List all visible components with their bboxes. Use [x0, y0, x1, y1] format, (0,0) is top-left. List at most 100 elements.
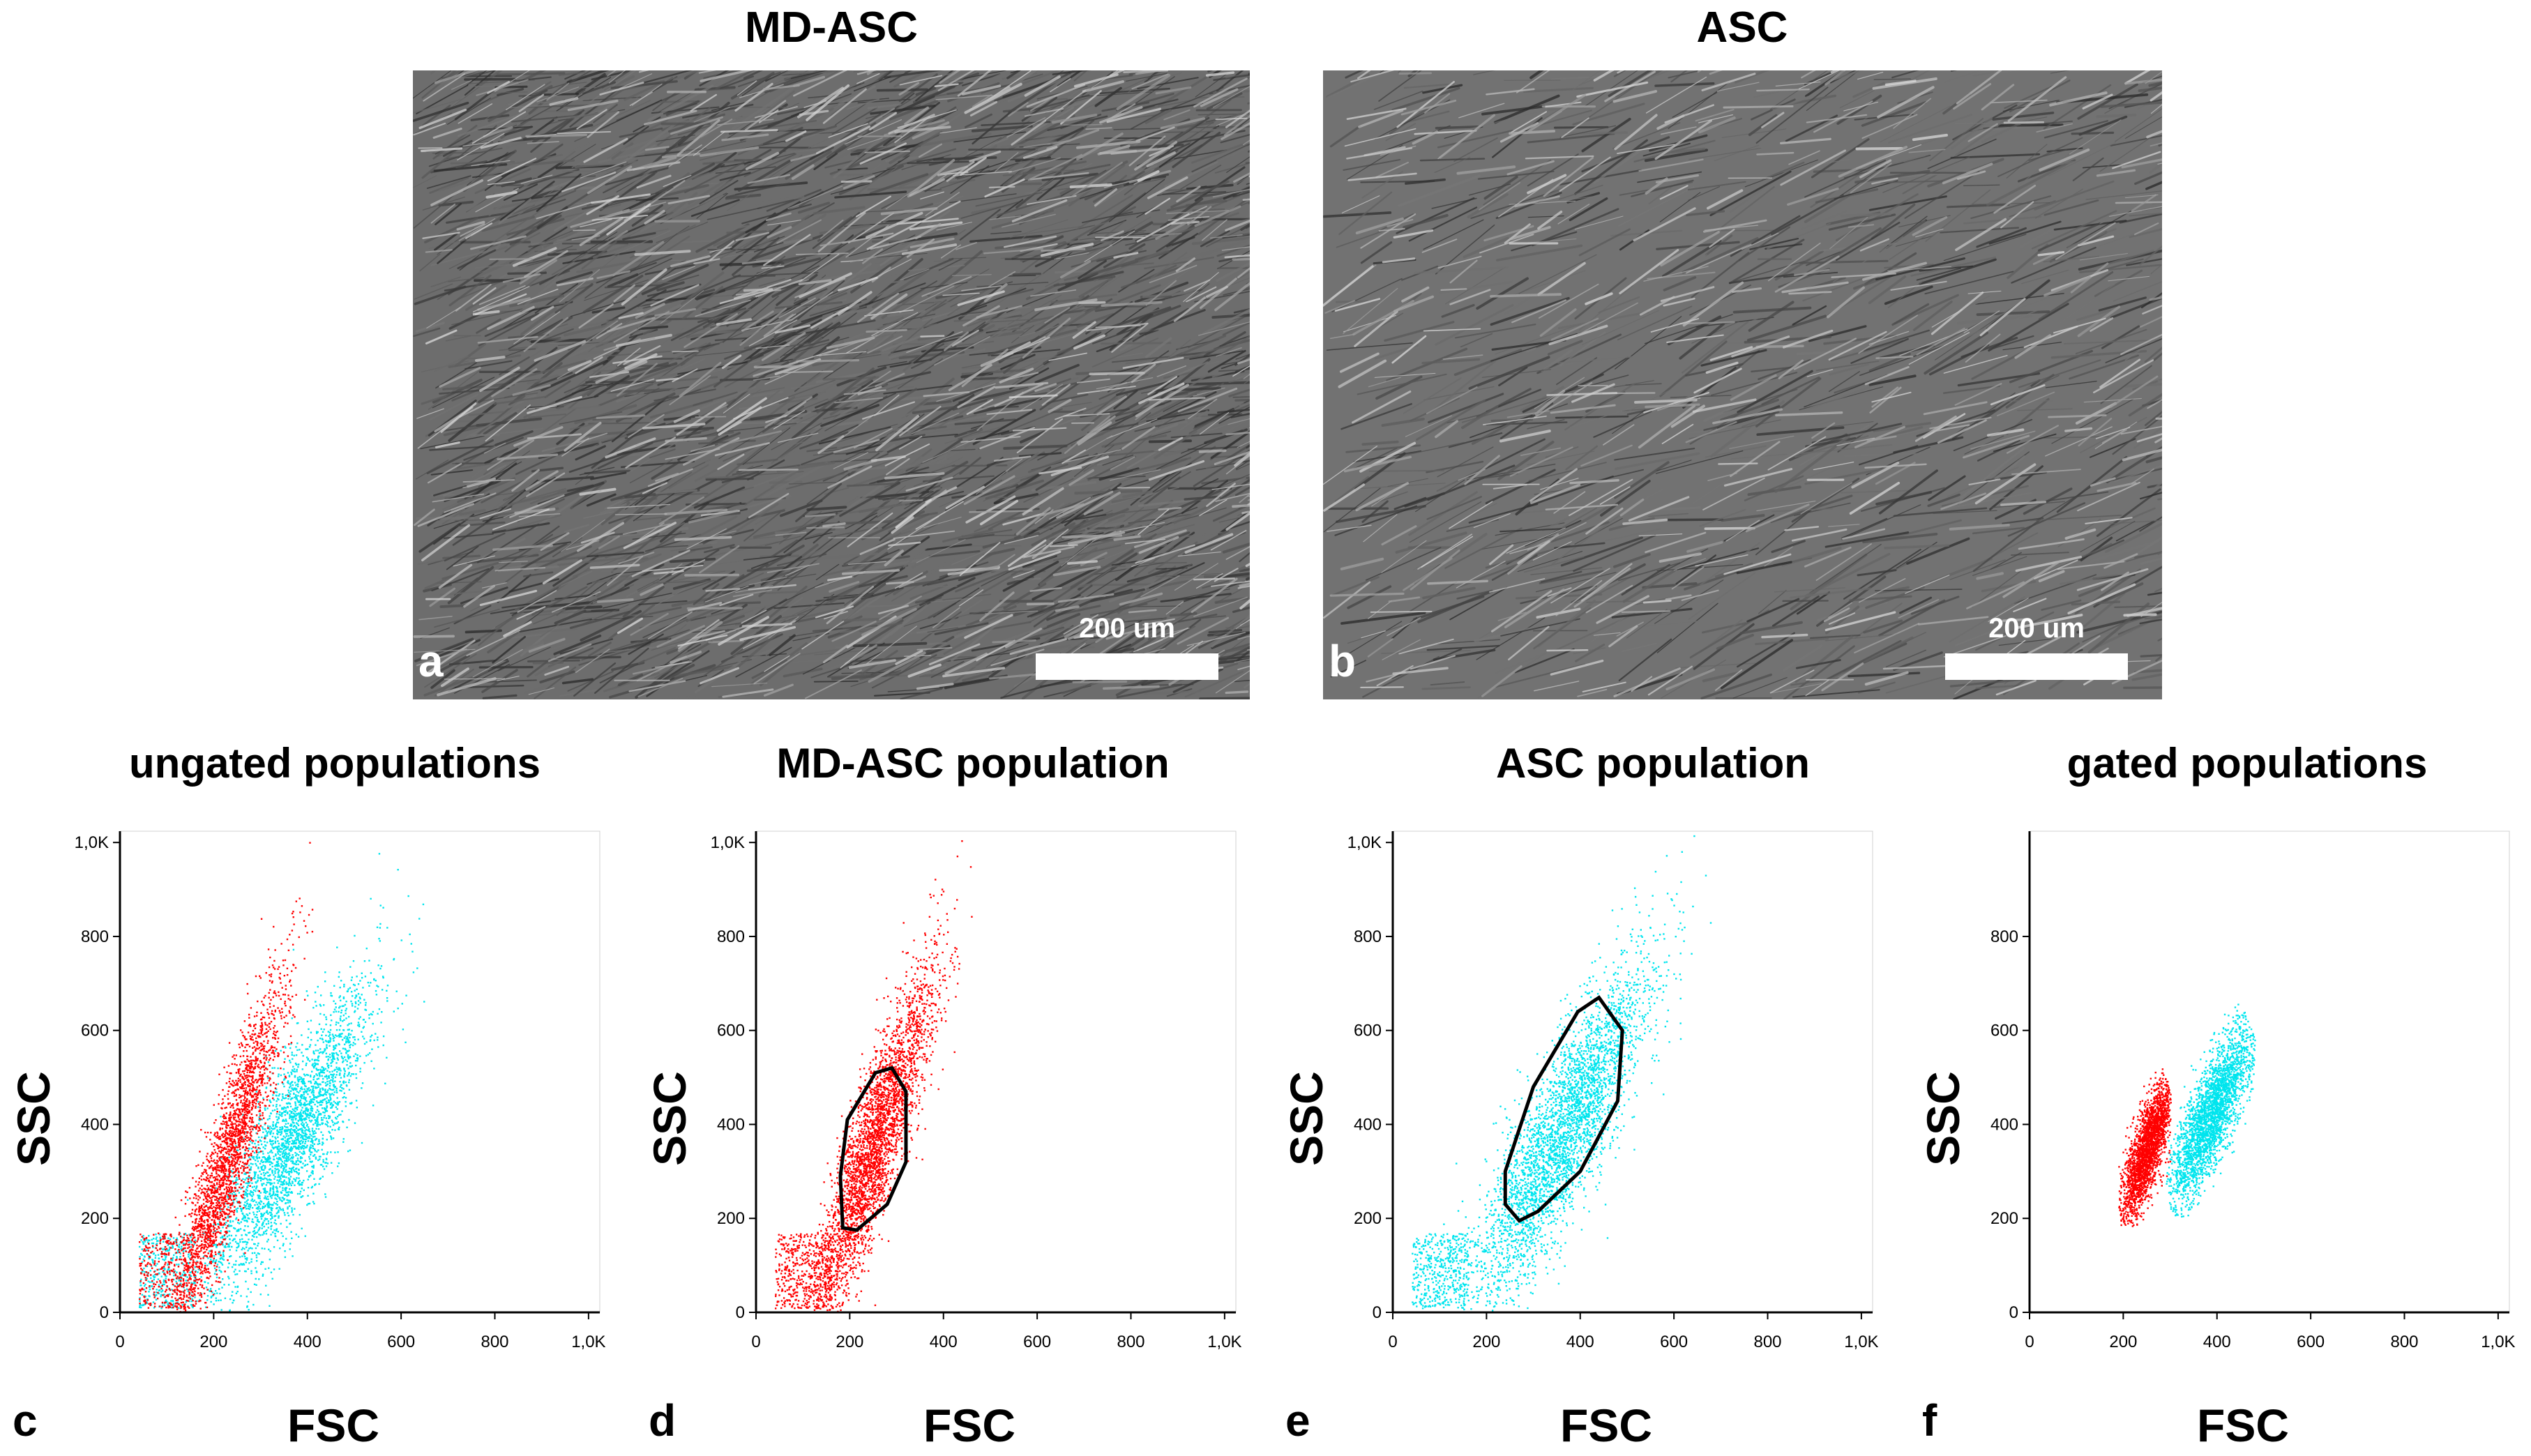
cell-texture: [1400, 99, 1457, 116]
cell-texture: [1421, 358, 1481, 365]
cell-texture: [1029, 225, 1096, 241]
cell-texture: [1804, 194, 1850, 224]
cell-texture: [1744, 159, 1818, 188]
cell-texture: [2043, 436, 2110, 439]
cell-texture: [2017, 408, 2073, 411]
cell-texture: [839, 482, 900, 517]
cell-texture: [741, 257, 806, 285]
cell-texture: [2063, 339, 2159, 344]
cell-texture: [965, 324, 995, 341]
cell-texture: [1557, 356, 1633, 364]
cell-texture: [435, 669, 474, 697]
cell-texture: [1691, 321, 1740, 344]
cell-texture: [731, 432, 779, 464]
cell-texture: [509, 494, 565, 518]
cell-texture: [840, 180, 872, 183]
cell-texture: [1841, 504, 1921, 540]
cell-texture: [898, 435, 923, 450]
cell-texture: [1346, 107, 1407, 121]
cell-texture: [1008, 550, 1061, 571]
cell-texture: [793, 70, 848, 97]
cell-texture: [1211, 614, 1250, 648]
cell-texture: [1556, 357, 1598, 386]
cell-texture: [1670, 404, 1705, 428]
cell-texture: [528, 413, 566, 418]
cell-texture: [1144, 109, 1172, 124]
cell-texture: [940, 244, 962, 259]
cell-texture: [1576, 81, 1649, 98]
cell-texture: [1859, 238, 1890, 252]
cell-texture: [1638, 158, 1704, 172]
cell-texture: [476, 79, 529, 96]
cell-texture: [770, 539, 799, 559]
cell-texture: [946, 160, 975, 182]
cell-texture: [1504, 589, 1565, 629]
cell-texture: [519, 259, 558, 285]
cell-texture: [1020, 384, 1064, 411]
cell-texture: [1555, 415, 1629, 419]
cell-texture: [928, 153, 984, 166]
cell-texture: [1232, 503, 1250, 508]
cell-texture: [506, 218, 565, 236]
cell-texture: [1131, 73, 1169, 90]
cell-texture: [1146, 151, 1177, 167]
cell-texture: [856, 70, 877, 75]
cell-texture: [580, 161, 627, 179]
cell-texture: [966, 399, 993, 416]
cell-texture: [1453, 349, 1523, 377]
cell-texture: [1075, 139, 1141, 149]
cell-texture: [571, 235, 600, 241]
cell-texture: [1109, 402, 1150, 430]
cell-texture: [1912, 300, 1953, 331]
cell-texture: [761, 265, 785, 269]
cell-texture: [2138, 86, 2162, 92]
cell-texture: [1709, 346, 1753, 361]
cell-texture: [1180, 599, 1205, 615]
cell-texture: [1199, 697, 1250, 699]
cell-texture: [693, 131, 725, 156]
cell-texture: [870, 235, 921, 250]
cell-texture: [566, 540, 600, 550]
cell-texture: [2014, 334, 2052, 359]
cell-texture: [1144, 257, 1214, 270]
cell-texture: [1048, 398, 1072, 414]
cell-texture: [915, 70, 954, 102]
cell-texture: [745, 151, 780, 171]
cell-texture: [2120, 425, 2162, 435]
cell-texture: [928, 285, 973, 296]
cell-texture: [1377, 213, 1414, 232]
cell-texture: [644, 146, 670, 151]
cell-texture: [847, 513, 893, 547]
cell-texture: [1685, 421, 1737, 443]
cell-texture: [487, 631, 519, 654]
cell-texture: [1177, 616, 1230, 645]
cell-texture: [1523, 556, 1585, 573]
cell-texture: [1008, 158, 1083, 161]
cell-texture: [1131, 557, 1155, 568]
cell-texture: [1423, 219, 1484, 250]
cell-texture: [1078, 277, 1113, 298]
cell-texture: [474, 610, 525, 643]
cell-texture: [1698, 114, 1733, 123]
data-point: [277, 1136, 279, 1139]
cell-texture: [753, 361, 799, 377]
cell-texture: [647, 468, 693, 487]
cell-texture: [1567, 374, 1629, 392]
cell-texture: [2147, 399, 2162, 409]
cell-texture: [1247, 312, 1250, 314]
cell-texture: [1995, 679, 2037, 696]
cell-texture: [773, 410, 806, 430]
cell-texture: [1184, 529, 1250, 538]
cell-texture: [1110, 469, 1161, 481]
cell-texture: [988, 331, 1025, 338]
cell-texture: [659, 563, 683, 580]
cell-texture: [464, 360, 513, 370]
cell-texture: [2051, 398, 2134, 444]
cell-texture: [989, 672, 1043, 680]
cell-texture: [1540, 570, 1582, 583]
cell-texture: [1499, 528, 1562, 533]
cell-texture: [2144, 616, 2162, 620]
cell-texture: [476, 523, 539, 563]
cell-texture: [748, 492, 789, 519]
cell-texture: [1550, 75, 1606, 80]
